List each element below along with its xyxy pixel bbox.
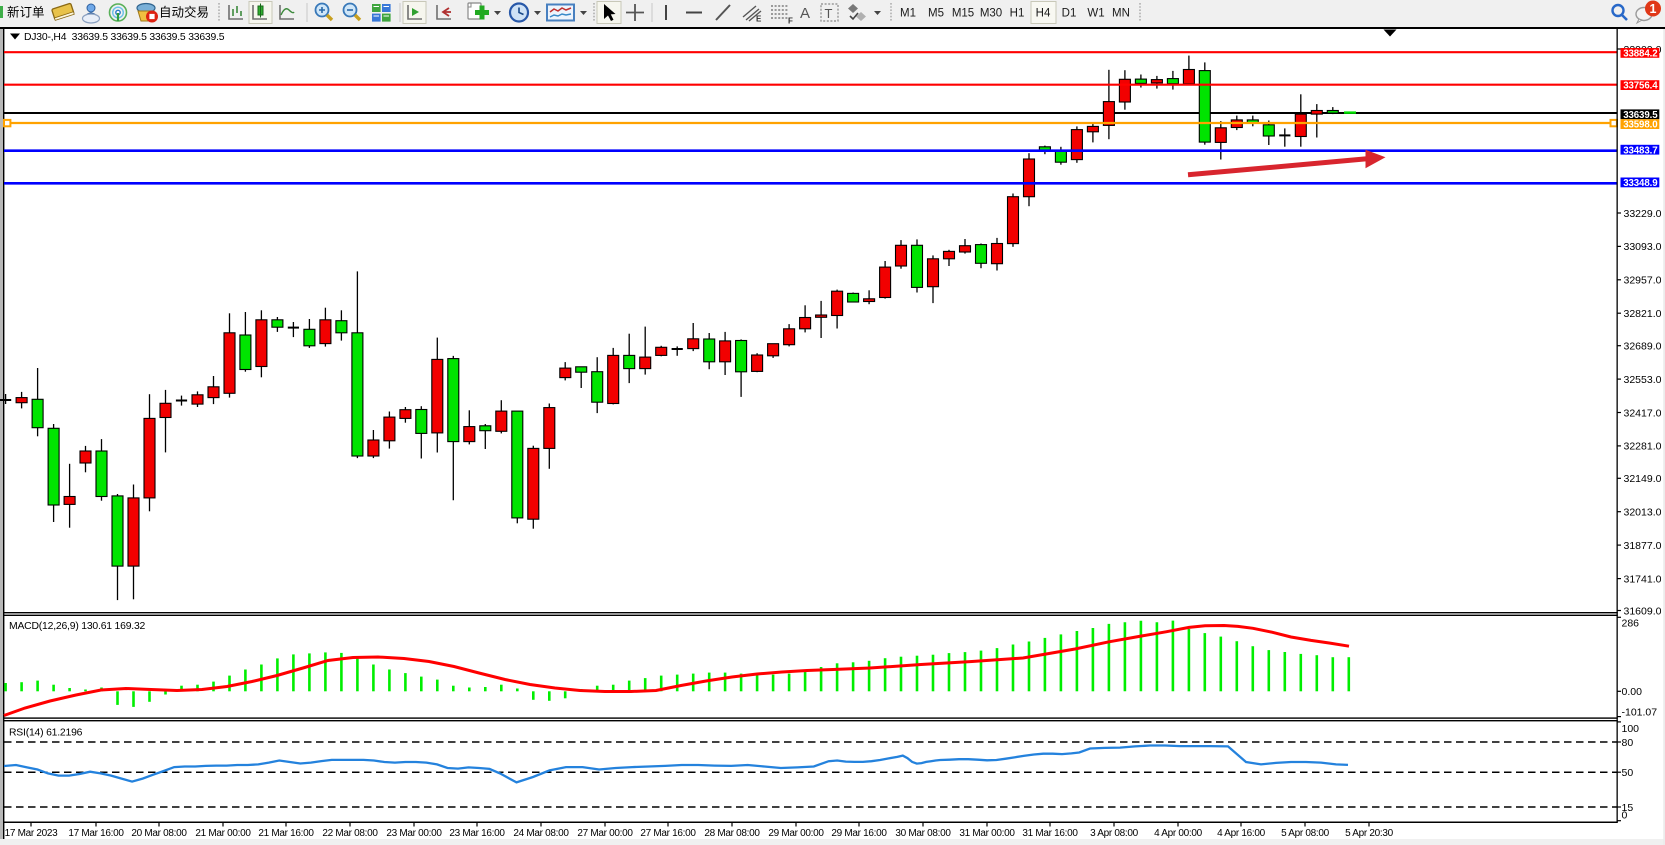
svg-text:M15: M15 (952, 8, 974, 20)
svg-text:W1: W1 (1087, 8, 1104, 20)
svg-text:22 Mar 08:00: 22 Mar 08:00 (322, 828, 378, 839)
svg-text:15: 15 (1622, 802, 1634, 814)
svg-text:A: A (800, 5, 810, 22)
svg-text:4 Apr 16:00: 4 Apr 16:00 (1217, 828, 1266, 839)
svg-text:H4: H4 (1036, 8, 1051, 20)
svg-text:31 Mar 16:00: 31 Mar 16:00 (1022, 828, 1078, 839)
svg-text:20 Mar 08:00: 20 Mar 08:00 (131, 828, 187, 839)
svg-text:33884.2: 33884.2 (1623, 49, 1657, 60)
svg-text:23 Mar 00:00: 23 Mar 00:00 (386, 828, 442, 839)
svg-text:MACD(12,26,9) 130.61 169.32: MACD(12,26,9) 130.61 169.32 (9, 621, 146, 632)
svg-text:33639.5: 33639.5 (1623, 110, 1658, 121)
svg-text:5 Apr 20:30: 5 Apr 20:30 (1345, 828, 1394, 839)
svg-text:4 Apr 00:00: 4 Apr 00:00 (1154, 828, 1203, 839)
svg-text:31741.0: 31741.0 (1624, 573, 1662, 585)
svg-text:D1: D1 (1062, 8, 1077, 20)
svg-text:27 Mar 00:00: 27 Mar 00:00 (577, 828, 633, 839)
svg-text:29 Mar 00:00: 29 Mar 00:00 (768, 828, 824, 839)
svg-text:RSI(14) 61.2196: RSI(14) 61.2196 (9, 728, 83, 739)
svg-text:33483.7: 33483.7 (1623, 145, 1657, 156)
svg-text:M30: M30 (980, 8, 1002, 20)
svg-text:33348.9: 33348.9 (1623, 178, 1658, 189)
svg-text:100: 100 (1622, 723, 1640, 735)
svg-text:32013.0: 32013.0 (1624, 507, 1662, 519)
svg-text:MN: MN (1112, 8, 1130, 20)
svg-text:28 Mar 08:00: 28 Mar 08:00 (704, 828, 760, 839)
svg-text:24 Mar 08:00: 24 Mar 08:00 (513, 828, 569, 839)
svg-text:32821.0: 32821.0 (1624, 308, 1662, 320)
svg-text:1: 1 (1650, 2, 1657, 16)
svg-text:31877.0: 31877.0 (1624, 540, 1662, 552)
svg-text:F: F (788, 17, 793, 26)
svg-text:32149.0: 32149.0 (1624, 473, 1662, 485)
svg-text:32689.0: 32689.0 (1624, 341, 1662, 353)
svg-text:3 Apr 08:00: 3 Apr 08:00 (1090, 828, 1139, 839)
svg-text:-101.07: -101.07 (1622, 707, 1658, 719)
svg-text:E: E (756, 15, 762, 24)
svg-text:286: 286 (1622, 617, 1640, 629)
svg-text:32553.0: 32553.0 (1624, 374, 1662, 386)
svg-text:新订单: 新订单 (7, 5, 45, 20)
svg-text:29 Mar 16:00: 29 Mar 16:00 (831, 828, 887, 839)
svg-text:0.00: 0.00 (1622, 686, 1643, 698)
svg-text:31 Mar 00:00: 31 Mar 00:00 (959, 828, 1015, 839)
svg-text:T: T (825, 6, 833, 21)
svg-text:33229.0: 33229.0 (1624, 208, 1662, 220)
svg-text:33598.0: 33598.0 (1623, 120, 1657, 131)
svg-text:0: 0 (1622, 809, 1628, 821)
svg-text:30 Mar 08:00: 30 Mar 08:00 (895, 828, 951, 839)
svg-text:27 Mar 16:00: 27 Mar 16:00 (640, 828, 696, 839)
svg-text:32957.0: 32957.0 (1624, 275, 1662, 287)
svg-text:21 Mar 16:00: 21 Mar 16:00 (258, 828, 314, 839)
svg-text:50: 50 (1622, 767, 1634, 779)
svg-text:M5: M5 (928, 8, 944, 20)
svg-text:17 Mar 16:00: 17 Mar 16:00 (68, 828, 124, 839)
svg-text:80: 80 (1622, 737, 1634, 749)
svg-text:自动交易: 自动交易 (159, 5, 209, 20)
svg-text:21 Mar 00:00: 21 Mar 00:00 (195, 828, 251, 839)
svg-text:17 Mar 2023: 17 Mar 2023 (5, 828, 59, 839)
svg-text:32417.0: 32417.0 (1624, 407, 1662, 419)
svg-text:31609.0: 31609.0 (1624, 605, 1662, 617)
svg-text:32281.0: 32281.0 (1624, 441, 1662, 453)
svg-text:M1: M1 (900, 8, 916, 20)
svg-text:H1: H1 (1010, 8, 1025, 20)
svg-text:5 Apr 08:00: 5 Apr 08:00 (1281, 828, 1330, 839)
svg-text:23 Mar 16:00: 23 Mar 16:00 (449, 828, 505, 839)
svg-text:DJ30-,H4 33639.5 33639.5 3363: DJ30-,H4 33639.5 33639.5 33639.5 33639.5 (24, 32, 225, 43)
svg-text:33756.4: 33756.4 (1623, 81, 1658, 92)
svg-text:33093.0: 33093.0 (1624, 241, 1662, 253)
